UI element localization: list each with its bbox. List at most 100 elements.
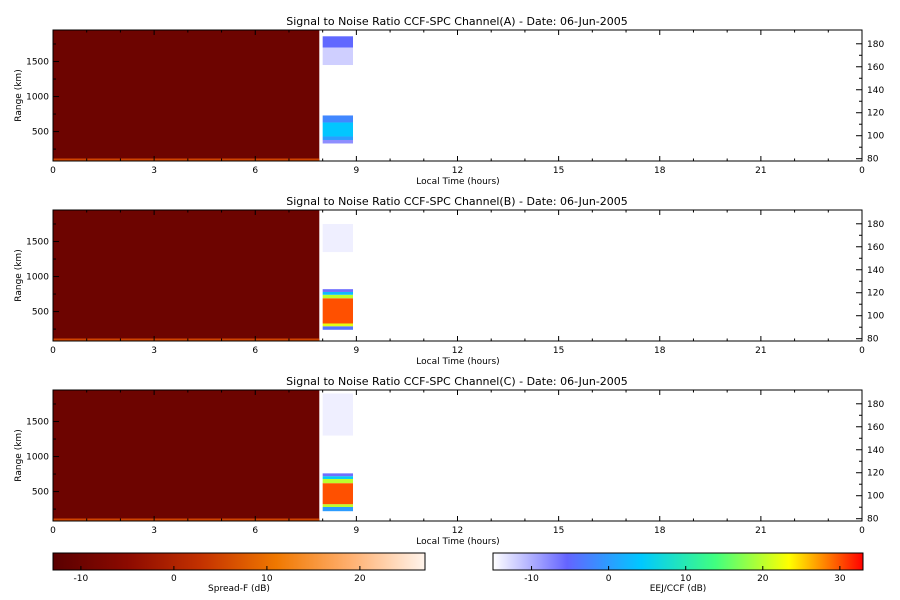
panel-3: Signal to Noise Ratio CCF-SPC Channel(C)…	[14, 375, 884, 547]
colorbar-1: -10 0 10 20 Spread-F (dB)	[52, 552, 426, 594]
colorbar-2: -10 0 10 20 30 EEJ/CCF (dB)	[492, 552, 864, 594]
colorbar-tick-label: 30	[834, 574, 846, 584]
y2-tick-label: 160	[867, 63, 884, 73]
x-tick-label: 9	[354, 526, 360, 536]
y2-tick-label: 100	[867, 312, 884, 322]
colorbar-label: Spread-F (dB)	[208, 584, 270, 594]
y2-tick-label: 140	[867, 446, 884, 456]
colorbar-label: EEJ/CCF (dB)	[650, 584, 707, 594]
y2-tick-label: 160	[867, 243, 884, 253]
x-tick-label: 21	[755, 526, 766, 536]
chart-title: Signal to Noise Ratio CCF-SPC Channel(B)…	[286, 195, 628, 208]
eej-block	[322, 224, 354, 253]
colorbar-tick-label: 0	[171, 574, 177, 584]
y2-tick-label: 120	[867, 469, 884, 479]
y-tick-label: 1000	[26, 273, 49, 283]
y-axis-label: Range (km)	[14, 249, 24, 301]
x-tick-label: 9	[354, 346, 360, 356]
x-tick-label: 21	[755, 166, 766, 176]
spreadf-lower-edge	[53, 158, 320, 161]
colorbar-tick-label: -10	[74, 574, 89, 584]
panel-2: Signal to Noise Ratio CCF-SPC Channel(B)…	[14, 195, 884, 367]
y2-tick-label: 180	[867, 220, 884, 230]
x-tick-label: 0	[859, 166, 865, 176]
y2-tick-label: 140	[867, 86, 884, 96]
spreadf-lower-edge	[53, 518, 320, 521]
x-tick-label: 6	[252, 526, 258, 536]
y-axis-label: Range (km)	[14, 69, 24, 121]
x-tick-label: 12	[452, 346, 463, 356]
spreadf-block	[53, 390, 320, 521]
x-axis-label: Local Time (hours)	[416, 357, 499, 367]
x-tick-label: 18	[654, 346, 666, 356]
x-tick-label: 0	[50, 346, 56, 356]
eej-block	[322, 291, 354, 295]
y-tick-label: 500	[32, 128, 49, 138]
x-tick-label: 15	[553, 526, 564, 536]
eej-block	[322, 478, 354, 484]
x-tick-label: 0	[50, 166, 56, 176]
x-axis-label: Local Time (hours)	[416, 177, 499, 187]
x-tick-label: 18	[654, 166, 666, 176]
x-tick-label: 0	[859, 346, 865, 356]
y2-tick-label: 100	[867, 132, 884, 142]
y-tick-label: 1000	[26, 93, 49, 103]
y2-tick-label: 180	[867, 40, 884, 50]
spreadf-block	[53, 30, 320, 161]
y-tick-label: 1500	[26, 238, 49, 248]
x-tick-label: 6	[252, 346, 258, 356]
panel-1: Signal to Noise Ratio CCF-SPC Channel(A)…	[14, 15, 884, 187]
x-axis-label: Local Time (hours)	[416, 537, 499, 547]
y-tick-label: 1500	[26, 418, 49, 428]
x-tick-label: 3	[151, 346, 157, 356]
eej-block	[322, 289, 354, 292]
chart-title: Signal to Noise Ratio CCF-SPC Channel(A)…	[286, 15, 627, 28]
y2-tick-label: 120	[867, 289, 884, 299]
eej-block	[322, 393, 354, 436]
y2-tick-label: 80	[867, 335, 879, 345]
eej-block	[322, 298, 354, 324]
spreadf-block	[53, 210, 320, 341]
eej-block	[322, 122, 354, 137]
spreadf-lower-edge	[53, 338, 320, 341]
x-tick-label: 18	[654, 526, 666, 536]
y-tick-label: 1500	[26, 58, 49, 68]
x-tick-label: 12	[452, 526, 463, 536]
eej-block	[322, 506, 354, 512]
colorbar-tick-label: -10	[524, 574, 539, 584]
colorbar-frame	[52, 552, 426, 571]
colorbar-frame	[492, 552, 864, 571]
colorbar-tick-label: 10	[680, 574, 692, 584]
y-axis-label: Range (km)	[14, 429, 24, 481]
y2-tick-label: 80	[867, 155, 879, 165]
y2-tick-label: 140	[867, 266, 884, 276]
eej-block	[322, 115, 354, 123]
colorbar-tick-label: 10	[261, 574, 273, 584]
eej-block	[322, 139, 354, 144]
eej-block	[322, 136, 354, 140]
y2-tick-label: 80	[867, 515, 879, 525]
colorbar-tick-label: 20	[757, 574, 769, 584]
eej-block	[322, 294, 354, 299]
y-tick-label: 500	[32, 488, 49, 498]
x-tick-label: 21	[755, 346, 766, 356]
x-tick-label: 15	[553, 166, 564, 176]
eej-block	[322, 323, 354, 327]
y-tick-label: 500	[32, 308, 49, 318]
x-tick-label: 3	[151, 526, 157, 536]
y2-tick-label: 120	[867, 109, 884, 119]
y2-tick-label: 180	[867, 400, 884, 410]
colorbar-tick-label: 20	[354, 574, 366, 584]
colorbar-fill	[493, 553, 863, 570]
x-tick-label: 12	[452, 166, 463, 176]
colorbar-fill	[53, 553, 425, 570]
colorbar-tick-label: 0	[606, 574, 612, 584]
eej-block	[322, 36, 354, 48]
x-tick-label: 6	[252, 166, 258, 176]
eej-block	[322, 504, 354, 507]
chart-title: Signal to Noise Ratio CCF-SPC Channel(C)…	[286, 375, 628, 388]
eej-block	[322, 47, 354, 66]
y2-tick-label: 160	[867, 423, 884, 433]
x-tick-label: 9	[354, 166, 360, 176]
